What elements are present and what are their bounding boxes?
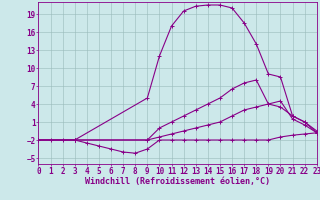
- X-axis label: Windchill (Refroidissement éolien,°C): Windchill (Refroidissement éolien,°C): [85, 177, 270, 186]
